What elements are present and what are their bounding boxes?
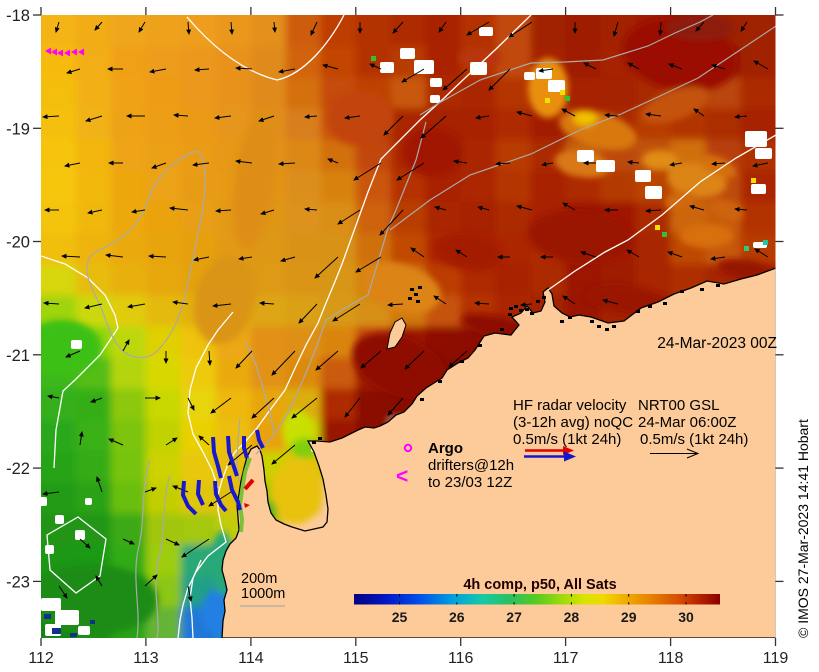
svg-text:114: 114 — [238, 650, 264, 667]
svg-text:113: 113 — [133, 650, 159, 667]
svg-text:to 23/03 12Z: to 23/03 12Z — [428, 474, 512, 491]
svg-text:(3-12h avg) noQC: (3-12h avg) noQC — [513, 414, 633, 431]
svg-text:-22: -22 — [6, 460, 30, 478]
svg-text:-19: -19 — [6, 120, 30, 138]
svg-text:-18: -18 — [6, 7, 30, 25]
svg-text:30: 30 — [678, 609, 694, 625]
svg-text:<: < — [396, 465, 408, 488]
svg-text:112: 112 — [28, 650, 54, 667]
svg-text:24-Mar-2023 00Z: 24-Mar-2023 00Z — [657, 335, 777, 352]
svg-text:118: 118 — [658, 650, 684, 667]
svg-text:Argo: Argo — [428, 440, 463, 457]
svg-text:116: 116 — [448, 650, 474, 667]
svg-text:27: 27 — [506, 609, 522, 625]
svg-text:26: 26 — [449, 609, 465, 625]
svg-text:4h comp, p50, All Sats: 4h comp, p50, All Sats — [463, 577, 616, 593]
svg-text:28: 28 — [564, 609, 580, 625]
svg-text:25: 25 — [392, 609, 408, 625]
svg-text:drifters@12h: drifters@12h — [428, 457, 514, 474]
svg-text:-21: -21 — [6, 347, 30, 365]
svg-text:-20: -20 — [6, 234, 30, 252]
svg-text:1000m: 1000m — [241, 586, 285, 602]
svg-text:200m: 200m — [241, 571, 277, 587]
svg-text:24-Mar 06:00Z: 24-Mar 06:00Z — [638, 414, 736, 431]
svg-text:0.5m/s (1kt 24h): 0.5m/s (1kt 24h) — [640, 431, 748, 448]
svg-text:HF radar velocity: HF radar velocity — [513, 397, 627, 414]
svg-text:-23: -23 — [6, 573, 30, 591]
svg-text:119: 119 — [763, 650, 789, 667]
svg-text:© IMOS 27-Mar-2023 14:41 Hobar: © IMOS 27-Mar-2023 14:41 Hobart — [795, 419, 811, 638]
svg-text:115: 115 — [343, 650, 369, 667]
svg-text:0.5m/s (1kt 24h): 0.5m/s (1kt 24h) — [513, 431, 621, 448]
svg-text:117: 117 — [553, 650, 579, 667]
svg-text:NRT00 GSL: NRT00 GSL — [638, 397, 719, 414]
svg-text:29: 29 — [621, 609, 637, 625]
